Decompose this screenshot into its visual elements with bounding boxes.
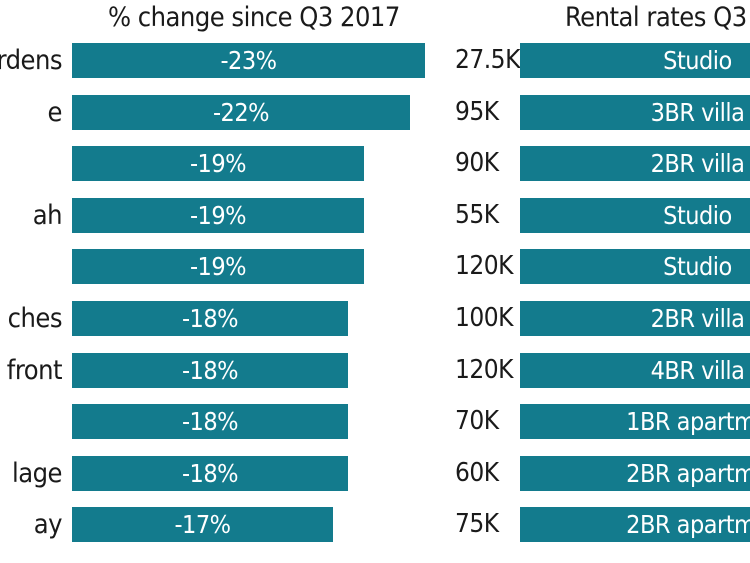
rent-value: 55K bbox=[455, 200, 499, 230]
change-bar bbox=[72, 404, 348, 439]
row-category-label: e bbox=[47, 97, 63, 128]
row-category-label: ah bbox=[32, 200, 63, 231]
change-value-label: -19% bbox=[189, 201, 247, 230]
change-value-label: -17% bbox=[174, 510, 231, 539]
change-bar bbox=[72, 507, 333, 542]
rent-value: 90K bbox=[455, 148, 499, 178]
unit-type-bar bbox=[520, 43, 750, 78]
unit-type-label: 2BR apartme bbox=[626, 459, 750, 488]
change-value-label: -18% bbox=[181, 356, 239, 385]
change-bar bbox=[72, 43, 425, 78]
unit-type-label: 3BR villa bbox=[650, 98, 745, 127]
change-value-label: -19% bbox=[189, 252, 247, 281]
change-bar bbox=[72, 198, 364, 233]
row-category-label: ay bbox=[33, 509, 63, 540]
row-category-label: rdens bbox=[0, 45, 63, 76]
change-bar bbox=[72, 353, 348, 388]
change-bar bbox=[72, 95, 410, 130]
rent-value: 70K bbox=[455, 406, 499, 436]
change-value-label: -22% bbox=[212, 98, 270, 127]
unit-type-label: 2BR apartme bbox=[626, 510, 750, 539]
rental-rates-title: Rental rates Q3 bbox=[565, 2, 747, 33]
unit-type-bar bbox=[520, 249, 750, 284]
unit-type-label: Studio bbox=[663, 201, 732, 230]
unit-type-bar bbox=[520, 507, 750, 542]
rent-value: 27.5K bbox=[455, 45, 520, 75]
unit-type-bar bbox=[520, 95, 750, 130]
change-value-label: -18% bbox=[181, 459, 239, 488]
change-bar bbox=[72, 146, 364, 181]
unit-type-bar bbox=[520, 456, 750, 491]
rent-value: 120K bbox=[455, 355, 513, 385]
unit-type-label: 4BR villa bbox=[650, 356, 745, 385]
change-value-label: -18% bbox=[181, 304, 239, 333]
change-bar bbox=[72, 456, 348, 491]
unit-type-label: 2BR villa bbox=[650, 304, 745, 333]
unit-type-label: Studio bbox=[663, 252, 732, 281]
unit-type-bar bbox=[520, 198, 750, 233]
rent-value: 60K bbox=[455, 458, 499, 488]
row-category-label: front bbox=[6, 355, 63, 386]
change-bar bbox=[72, 301, 348, 336]
unit-type-bar bbox=[520, 146, 750, 181]
percent-change-title: % change since Q3 2017 bbox=[108, 2, 400, 33]
change-value-label: -23% bbox=[220, 46, 277, 75]
change-bar bbox=[72, 249, 364, 284]
unit-type-bar bbox=[520, 353, 750, 388]
rent-value: 120K bbox=[455, 251, 513, 281]
row-category-label: ches bbox=[7, 303, 63, 334]
unit-type-label: 1BR apartme bbox=[626, 407, 750, 436]
rent-value: 75K bbox=[455, 509, 499, 539]
rent-value: 100K bbox=[455, 303, 513, 333]
row-category-label: lage bbox=[11, 458, 63, 489]
unit-type-label: Studio bbox=[663, 46, 732, 75]
change-value-label: -18% bbox=[181, 407, 239, 436]
unit-type-label: 2BR villa bbox=[650, 149, 745, 178]
rent-value: 95K bbox=[455, 97, 499, 127]
unit-type-bar bbox=[520, 301, 750, 336]
unit-type-bar bbox=[520, 404, 750, 439]
change-value-label: -19% bbox=[189, 149, 247, 178]
